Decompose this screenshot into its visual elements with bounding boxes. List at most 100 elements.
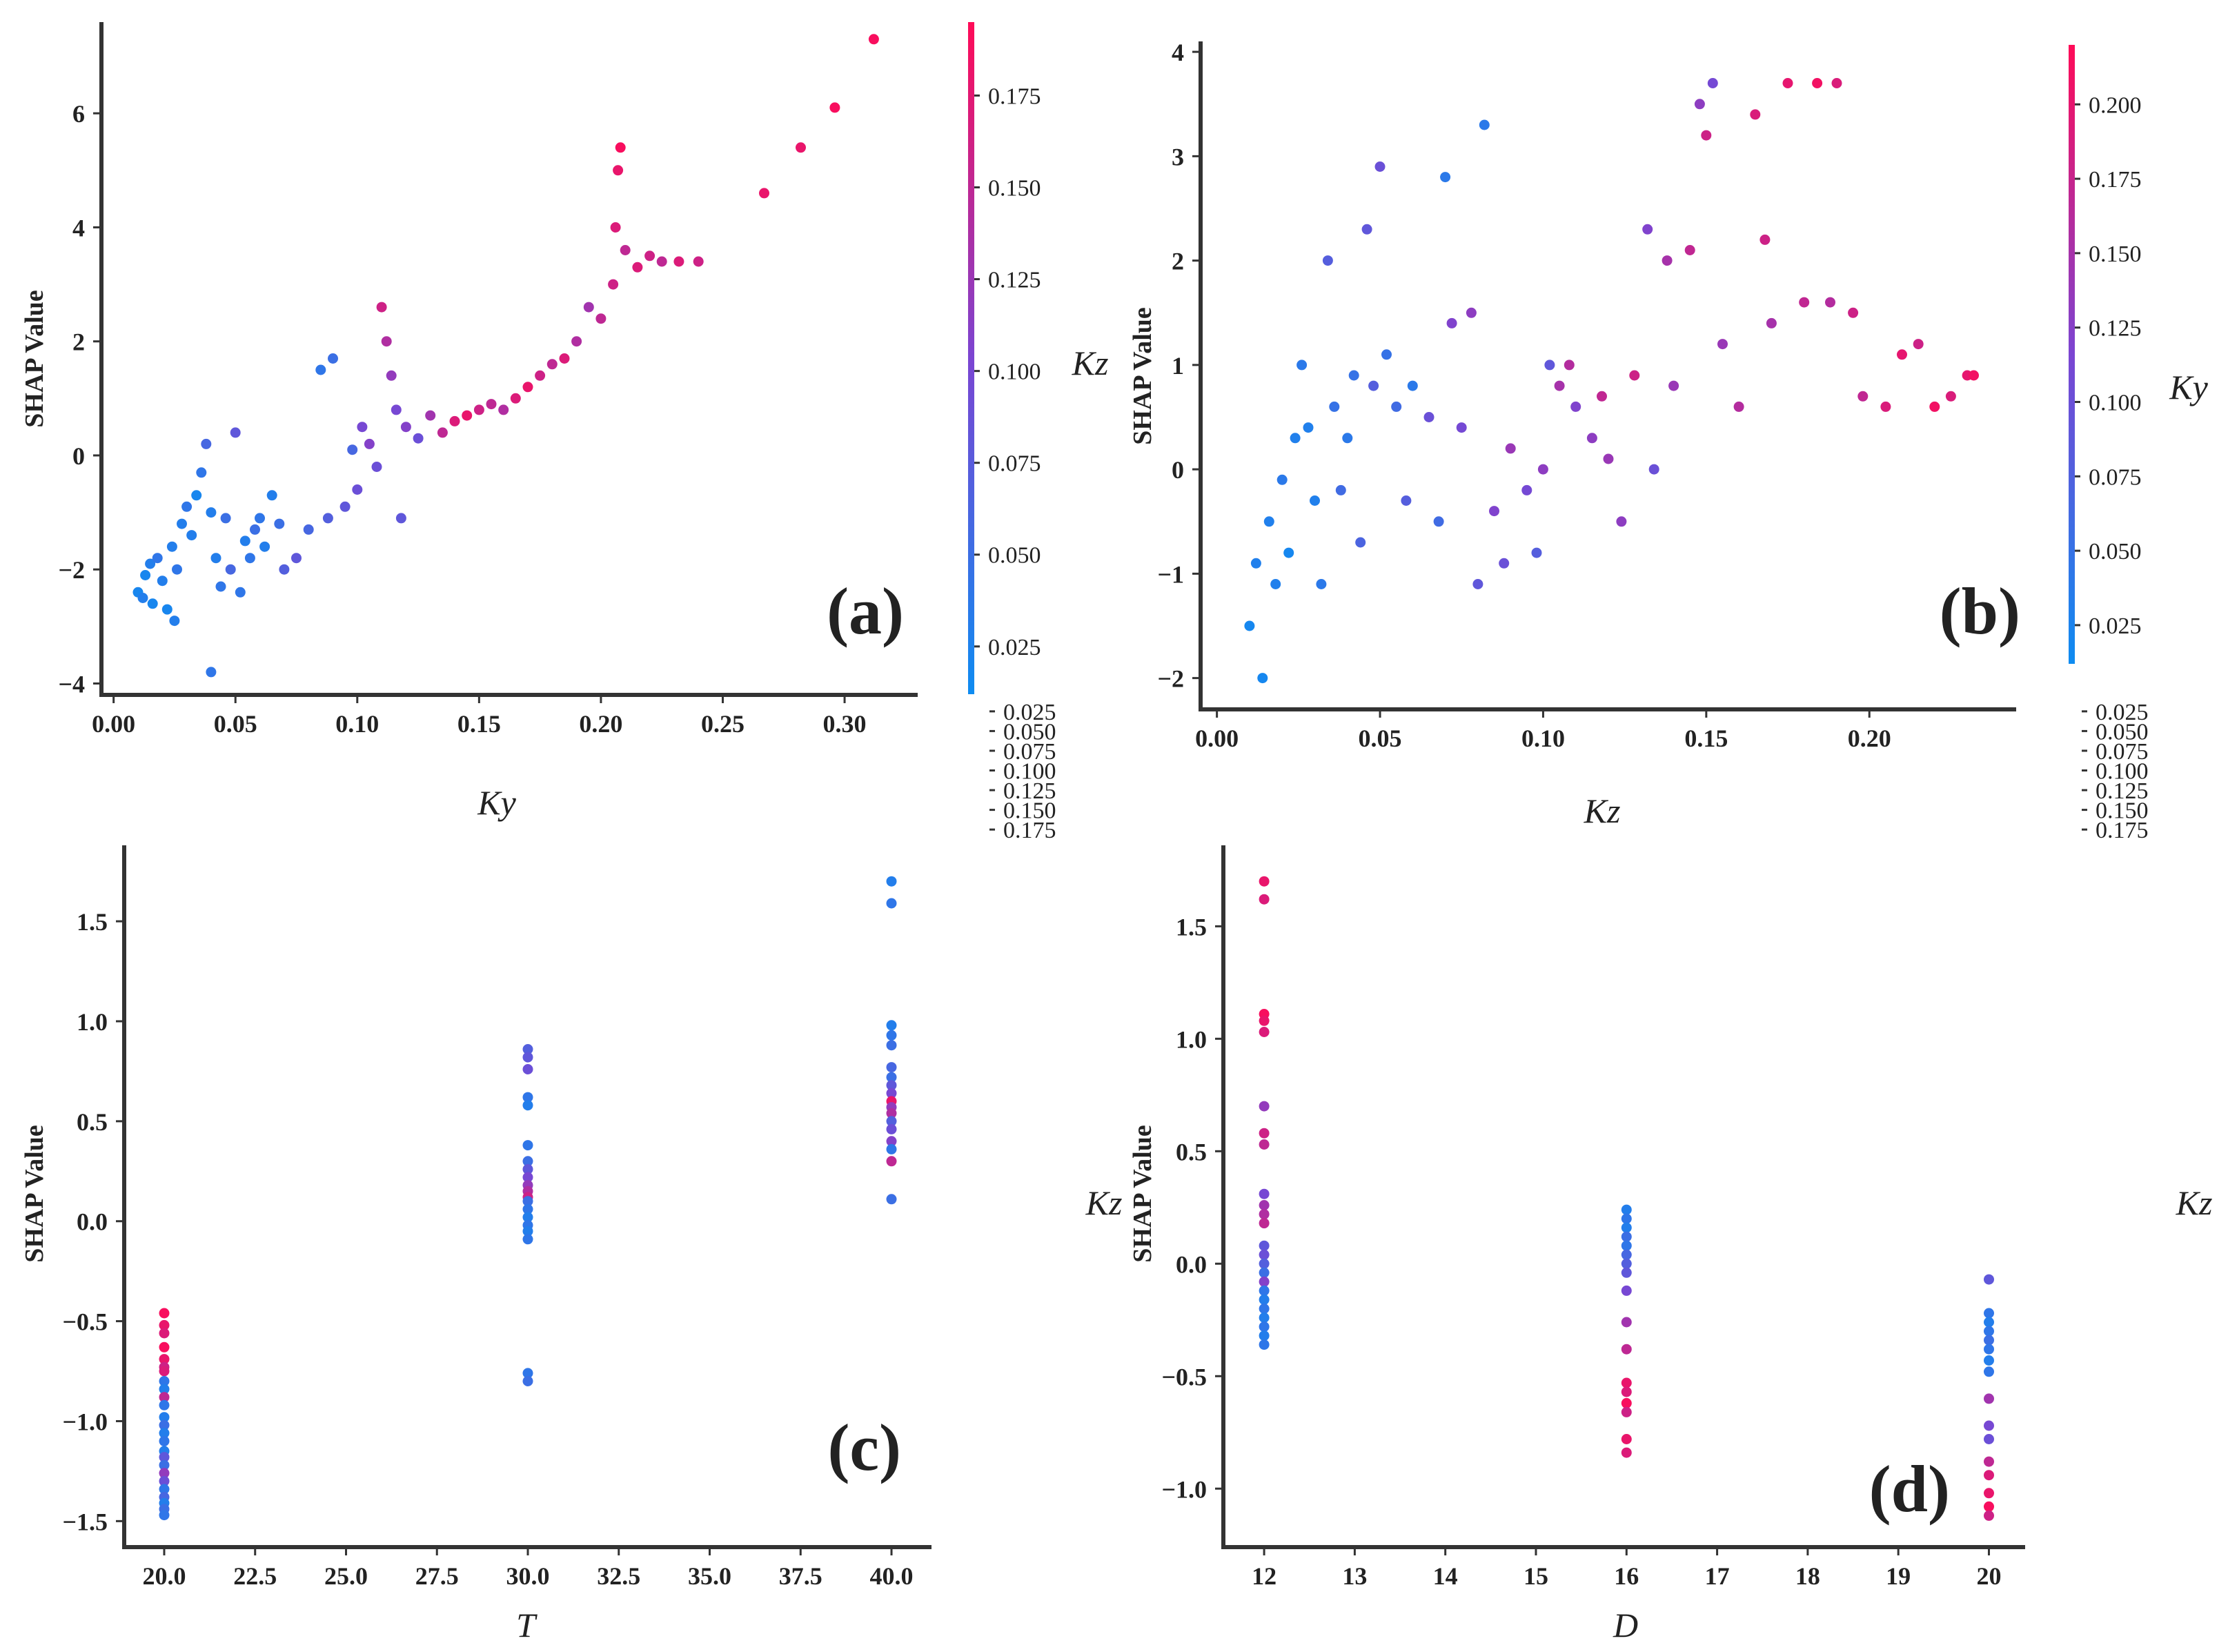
data-point [235,587,246,598]
data-point [1621,1397,1632,1408]
panel-label: (c) [827,1410,901,1484]
data-point [1984,1366,1994,1377]
x-tick-label: 32.5 [597,1562,640,1590]
data-point [886,1136,897,1147]
data-point [1945,391,1956,402]
data-point [220,513,231,524]
data-point [225,564,236,575]
data-point [177,518,187,529]
data-point [322,513,333,524]
data-point [1629,370,1640,381]
data-point [1423,412,1435,422]
y-tick-label: 1.5 [77,908,108,936]
data-point [522,1212,533,1223]
data-point [632,262,643,273]
colorbar-label: Kz [1085,1183,1123,1222]
y-tick-label: 0.5 [1176,1138,1207,1166]
x-tick-label: 0.00 [1195,725,1239,752]
data-point [522,1226,533,1237]
x-axis-label: Ky [477,783,516,822]
data-point [1880,401,1891,412]
colorbar-label: Kz [2176,1183,2213,1222]
data-point [886,898,897,909]
chart-4: 12 13 14 15 16 17 18 19 20 −1.0 −0.5 0.0 0.5 1.0 1.5 0.… [1161,700,2148,1590]
data-point [1368,380,1379,391]
data-point [522,1196,533,1207]
data-point [147,598,158,609]
data-point [1984,1510,1994,1521]
colorbar-tick-label: 0.025 [1003,700,1056,725]
colorbar [968,22,974,694]
data-point [1259,894,1270,905]
data-point [166,541,177,552]
y-tick-label: 0.0 [1176,1250,1207,1278]
data-point [1621,1434,1632,1444]
y-tick-label: −1 [1157,560,1184,588]
data-point [1766,317,1777,328]
data-point [462,410,473,421]
data-point [145,558,156,569]
data-point [1621,1222,1632,1233]
data-point [230,427,241,438]
data-point [1310,495,1320,506]
x-tick-label: 22.5 [233,1562,277,1590]
data-point [886,1072,897,1083]
data-point [1597,391,1607,402]
data-point [868,34,879,45]
data-point [274,518,285,529]
data-point [522,1368,533,1379]
data-point [886,1020,897,1031]
data-point [1489,506,1499,517]
x-tick-label: 0.25 [701,710,745,738]
data-point [1544,360,1555,371]
data-point [1984,1308,1994,1319]
data-point [1303,422,1314,433]
data-point [1342,433,1353,444]
data-point [152,553,163,564]
x-tick-label: 20 [1976,1562,2001,1590]
data-point [1391,401,1402,412]
y-tick-label: 1 [1172,352,1184,380]
data-point [1799,297,1810,308]
data-point [215,581,226,592]
data-point [1897,349,1907,360]
y-tick-label: 1.5 [1176,913,1207,941]
data-point [1984,1393,1994,1404]
colorbar-tick-label: 0.100 [988,360,1041,385]
data-point [620,245,631,255]
data-point [546,359,558,370]
data-point [1857,391,1869,402]
data-point [159,1308,170,1319]
data-point [522,1203,533,1215]
x-axis-label: D [1613,1606,1638,1644]
x-tick-label: 15 [1524,1562,1548,1590]
data-point [1250,558,1261,569]
data-point [339,501,351,512]
y-tick-label: −1.5 [62,1508,108,1535]
data-point [250,524,260,535]
data-point [595,313,607,324]
x-tick-label: 14 [1433,1562,1458,1590]
y-tick-label: −1.0 [62,1408,108,1435]
data-point [1759,234,1771,245]
data-point [161,604,172,615]
x-tick-label: 37.5 [779,1562,822,1590]
panel-label: (d) [1869,1452,1950,1526]
data-point [1259,1101,1270,1112]
data-point [1259,1027,1270,1037]
data-point [886,1030,897,1041]
panel-d: SHAP Value D Kz (d) [1128,1125,2212,1644]
data-point [169,616,180,627]
data-point [1259,1015,1270,1026]
x-tick-label: 25.0 [324,1562,368,1590]
data-point [1929,401,1940,412]
data-point [535,370,546,381]
data-point [1472,579,1483,589]
data-point [159,1468,170,1479]
data-point [1984,1317,1994,1328]
colorbar-tick-label: 0.150 [2089,242,2142,267]
data-point [522,1376,533,1386]
data-point [352,484,363,495]
data-point [1322,255,1333,266]
axis-spines [1199,41,2016,711]
